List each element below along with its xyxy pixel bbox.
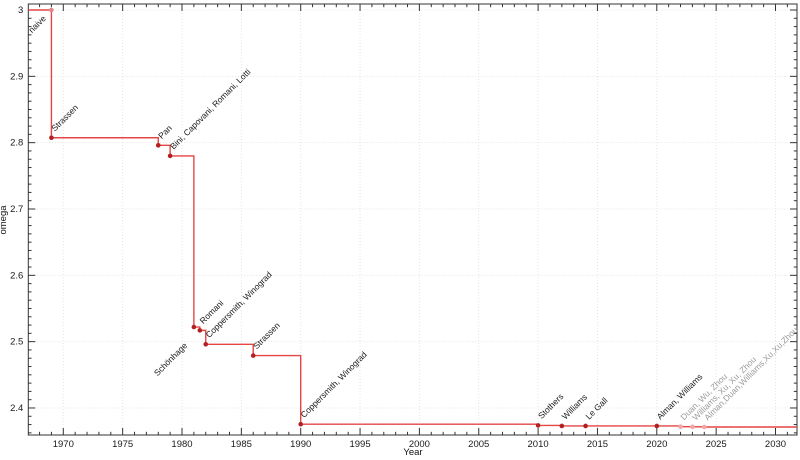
point-label: naive [26, 13, 48, 35]
x-tick-label: 2025 [706, 439, 727, 450]
y-tick-label: 2.6 [10, 270, 23, 281]
plot-border [27, 3, 798, 436]
data-point [49, 7, 54, 13]
x-tick-label: 1985 [231, 439, 252, 450]
y-tick-label: 2.8 [10, 138, 23, 149]
x-tick-label: 2020 [646, 439, 667, 450]
point-label: Coppersmith, Winograd [299, 349, 369, 419]
y-tick-label: 2.5 [10, 337, 23, 348]
data-point [690, 424, 695, 430]
y-tick-label: 2.7 [10, 204, 23, 215]
x-tick-label: 2005 [468, 439, 489, 450]
data-point [298, 421, 304, 427]
data-point [250, 353, 256, 358]
point-label: Strassen [49, 102, 80, 133]
data-point [654, 423, 660, 429]
x-tick-label: 1995 [349, 439, 370, 450]
x-tick-label: 1980 [171, 439, 192, 450]
x-tick-label: 2015 [587, 439, 608, 450]
data-point [197, 328, 203, 333]
data-point [167, 153, 173, 159]
y-tick-label: 3 [18, 5, 23, 16]
x-tick-label: 1990 [290, 439, 311, 450]
y-tick-label: 2.9 [10, 71, 23, 82]
point-label: Bini, Capovani, Romani, Lotti [168, 67, 253, 152]
data-point [535, 423, 541, 428]
data-point [559, 423, 565, 429]
point-label: Strassen [251, 320, 282, 351]
data-point [155, 143, 161, 148]
point-label: Schönhage [152, 340, 190, 378]
point-label: Williams, Xu, Xu, Zhou [690, 354, 758, 422]
x-tick-label: 2010 [528, 439, 549, 450]
x-axis-title: Year [403, 447, 423, 458]
data-point [583, 423, 588, 429]
data-point [701, 424, 707, 430]
omega-step-line [28, 9, 797, 428]
x-tick-label: 2000 [409, 439, 430, 450]
data-point [191, 324, 197, 330]
x-tick-label: 1975 [112, 439, 133, 450]
x-tick-label: 1970 [53, 439, 74, 450]
y-tick-label: 2.4 [10, 403, 23, 414]
data-point [678, 424, 683, 429]
y-axis-title: omega [0, 205, 9, 235]
data-point [203, 342, 209, 347]
data-point [49, 135, 54, 141]
x-tick-label: 2030 [765, 439, 786, 450]
